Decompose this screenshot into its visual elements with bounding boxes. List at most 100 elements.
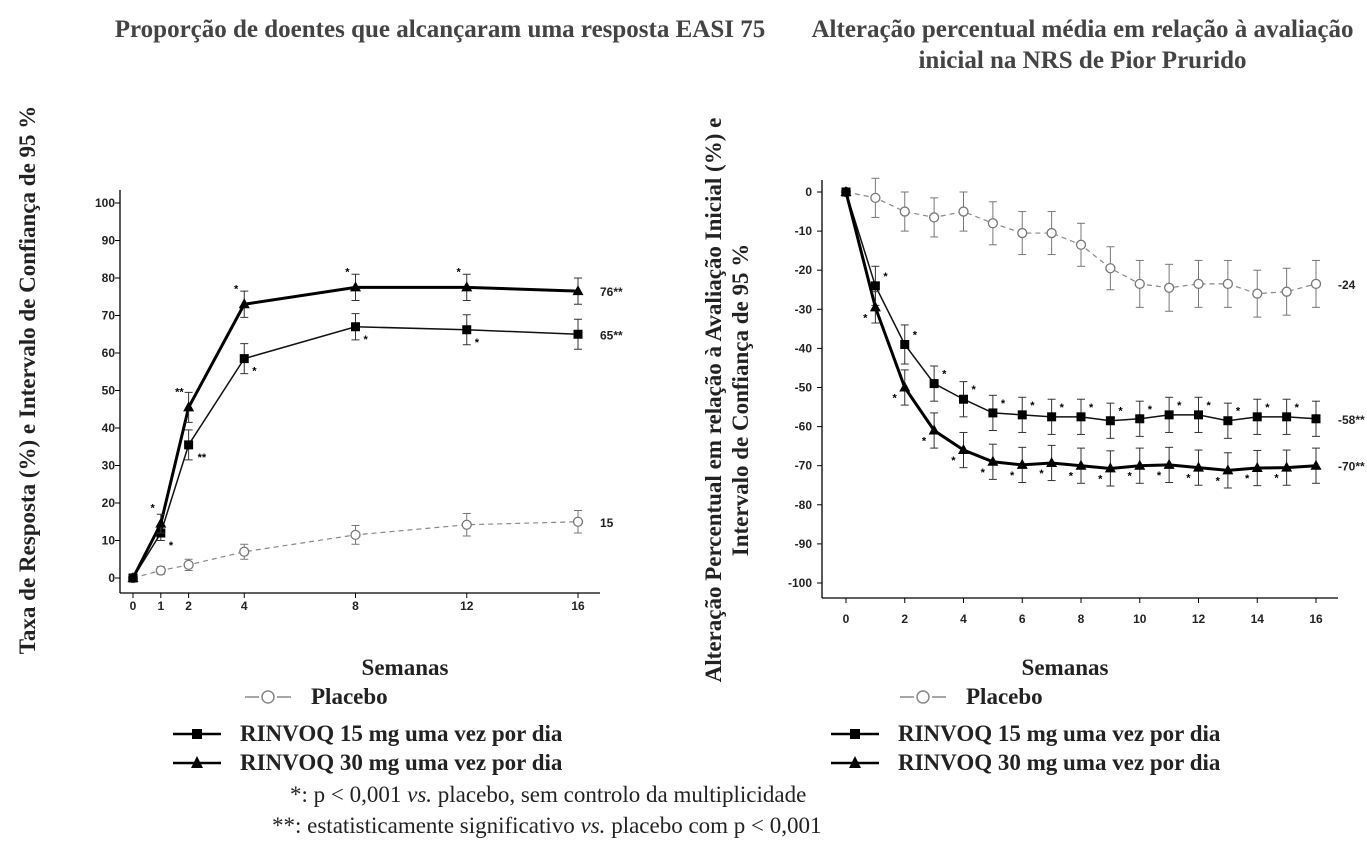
- chart2-y-tick-label: -30: [795, 302, 813, 316]
- chart1-series-1-point: [461, 519, 472, 530]
- chart1-y-tick-label: 70: [102, 309, 116, 323]
- chart2-series-1-point: [1134, 278, 1145, 290]
- chart1-series-2-annotation: *: [252, 366, 257, 378]
- chart2-series-3-annotation: *: [1098, 473, 1103, 485]
- chart2-series-2-point: [929, 379, 939, 389]
- chart1-series-1-point: [350, 529, 361, 541]
- chart1-series-3-point: [127, 572, 139, 582]
- chart2-series-1-point: [958, 206, 969, 217]
- chart2-series-2-annotation: *: [942, 369, 947, 381]
- chart2-series-2-point: [959, 394, 968, 404]
- chart2-series-2-point: [1194, 410, 1203, 420]
- footnote-1-marker: *: [290, 782, 302, 807]
- chart2-series-3-point: [1104, 462, 1116, 473]
- chart1-x-tick-label: 12: [460, 599, 474, 613]
- legend-label: Placebo: [311, 684, 388, 709]
- chart2-series-3-point: [958, 444, 969, 455]
- chart1-series-1-end-label: 15: [600, 516, 614, 530]
- chart2-series-1-point: [899, 206, 910, 217]
- chart1-y-tick-label: 0: [108, 571, 115, 585]
- chart1-series-3-point: [461, 281, 473, 292]
- footnote-1-vs: vs.: [407, 782, 433, 807]
- chart1-legend-r30: RINVOQ 30 mg uma vez por dia: [172, 749, 562, 777]
- triangle-marker-legend-icon: [173, 756, 221, 768]
- chart2-series-3-annotation: *: [1157, 470, 1162, 482]
- chart1-title: Proporção de doentes que alcançaram uma …: [114, 16, 766, 43]
- chart1-series-2-point: [462, 325, 472, 335]
- chart2-series-1-point: [1017, 227, 1028, 239]
- chart1-y-tick-label: 30: [102, 459, 116, 473]
- chart2-series-3-point: [928, 424, 940, 435]
- square-marker-legend-icon: [173, 729, 221, 739]
- chart1-y-tick-label: 100: [95, 196, 115, 210]
- chart2-y-tick-label: -50: [795, 381, 813, 395]
- chart2-series-3-point: [1310, 459, 1322, 470]
- chart2-x-tick-label: 6: [1019, 612, 1026, 626]
- chart1-series-2-annotation: *: [475, 337, 480, 349]
- chart2-series-3-point: [840, 186, 852, 196]
- chart2-y-tick-label: 0: [805, 185, 812, 199]
- chart2-y-tick-label: -40: [795, 341, 813, 355]
- chart1-series-3-annotation: *: [456, 266, 461, 278]
- chart1-series-2-point: [156, 528, 166, 538]
- chart2-series-3-annotation: *: [981, 467, 986, 479]
- chart2-y-tick-label: -80: [795, 498, 813, 512]
- chart2-series-1-point: [870, 192, 881, 204]
- chart2-series-3-annotation: *: [1069, 471, 1074, 483]
- chart2-series-2-point: [1076, 412, 1086, 422]
- chart2-series-2-point: [1252, 412, 1262, 422]
- chart1-x-tick-label: 4: [241, 599, 248, 613]
- chart2-series-1-point: [928, 212, 940, 223]
- chart2-series-2-annotation: *: [1148, 404, 1153, 416]
- chart2-x-tick-label: 0: [843, 612, 850, 626]
- chart1-series-2-annotation: *: [364, 334, 369, 346]
- footnote-1-text-b: placebo, sem controlo da multiplicidade: [432, 782, 807, 807]
- footnote-2-text-b: placebo com p < 0,001: [605, 813, 822, 838]
- chart2-series-3-point: [987, 455, 999, 466]
- chart1-y-tick-label: 60: [102, 346, 116, 360]
- chart2-y-tick-label: -100: [788, 576, 812, 590]
- chart1-series-2-end-label: 65**: [600, 328, 623, 342]
- chart1-series-1-point: [239, 546, 250, 557]
- placebo-legend-icon: [245, 690, 291, 704]
- chart1-y-tick-label: 40: [102, 421, 116, 435]
- chart2-series-3-annotation: *: [863, 312, 868, 324]
- chart1-series-2-annotation: *: [169, 540, 174, 552]
- chart1-series-3-point: [350, 281, 361, 292]
- chart2-series-2-point: [1017, 410, 1027, 420]
- chart1-series-1-point: [183, 559, 194, 571]
- chart2-series-2-annotation: *: [1236, 406, 1241, 418]
- chart2-y-tick-label: -90: [795, 537, 813, 551]
- chart2-series-3-point: [869, 301, 881, 312]
- chart1-y-tick-label: 20: [102, 496, 116, 510]
- chart2-series-2-point: [870, 281, 880, 291]
- chart2-series-1-point: [1281, 286, 1292, 297]
- chart2-series-2-point: [1223, 416, 1233, 426]
- chart2-series-1-point: [1222, 278, 1234, 290]
- footnote-1-text-a: : p < 0,001: [301, 782, 408, 807]
- chart2-series-2-point: [841, 187, 851, 197]
- chart2-series-3-point: [1222, 464, 1234, 475]
- chart2-series-3-annotation: *: [1216, 475, 1221, 487]
- square-marker-legend-icon: [831, 729, 879, 739]
- chart1-series-3-point: [572, 285, 584, 296]
- chart2-series-3-annotation: *: [922, 436, 927, 448]
- chart2-series-3-annotation: *: [951, 455, 956, 467]
- chart1-series-3-line: [131, 285, 579, 579]
- chart2-series-2-annotation: *: [913, 329, 918, 341]
- chart2-series-2-point: [1047, 412, 1057, 422]
- chart2-series-2-point: [988, 408, 998, 418]
- chart2-legend-placebo: Placebo: [898, 683, 1043, 711]
- chart2-series-1-point: [1193, 278, 1204, 290]
- chart1-x-tick-label: 16: [571, 599, 585, 613]
- chart2-series-2-annotation: *: [1265, 402, 1270, 414]
- chart1-series-1-point: [155, 565, 166, 576]
- chart1-y-tick-label: 80: [102, 271, 116, 285]
- chart2-x-tick-label: 8: [1078, 612, 1085, 626]
- chart2-series-1-point: [1163, 282, 1175, 293]
- chart2-series-3-annotation: *: [1010, 470, 1015, 482]
- chart1-y-tick-label: 90: [102, 234, 116, 248]
- chart2-y-tick-label: -60: [795, 420, 813, 434]
- chart2-series-2-point: [1105, 416, 1115, 426]
- chart2-x-tick-label: 10: [1133, 612, 1147, 626]
